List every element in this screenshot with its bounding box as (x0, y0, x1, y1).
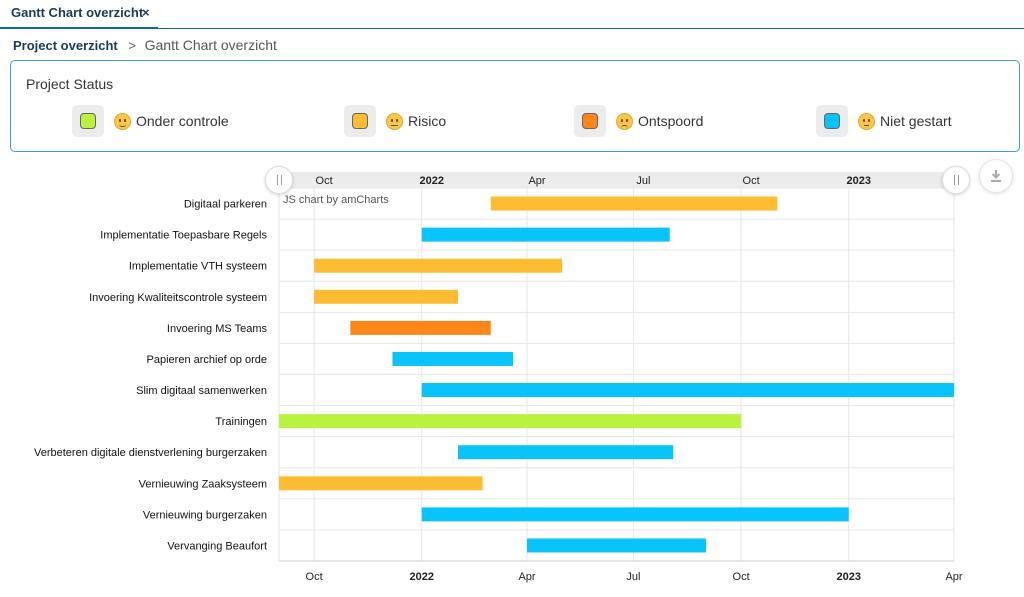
amcharts-credit[interactable]: JS chart by amCharts (283, 194, 389, 206)
task-bar[interactable] (279, 414, 742, 429)
task-label: Verbeteren digitale dienstverlening burg… (34, 447, 267, 459)
task-label: Trainingen (215, 416, 267, 428)
axis-tick-label: 2023 (836, 571, 860, 583)
breadcrumb: Project overzicht > Gantt Chart overzich… (13, 37, 277, 53)
scrollbar-tick-label: Oct (316, 175, 333, 187)
task-bar[interactable] (392, 351, 513, 366)
task-bar[interactable] (421, 507, 849, 522)
task-bars (279, 196, 955, 553)
project-status-panel: Project Status Onder controle Risico Ont… (10, 60, 1020, 152)
task-bar[interactable] (279, 476, 483, 491)
status-label: Ontspoord (638, 113, 704, 129)
date-axis: Oct Oct 2022 2022 Apr Apr Jul Jul Oct Oct 2023 2023… (306, 175, 963, 583)
status-label: Risico (408, 113, 447, 129)
download-icon (991, 170, 1001, 182)
task-label: Vernieuwing burgerzaken (143, 509, 267, 521)
gantt-chart-svg: Digitaal parkeren Implementatie Toepasbar… (34, 172, 963, 583)
task-label: Vernieuwing Zaaksysteem (139, 478, 267, 490)
gantt-chart: Digitaal parkeren Implementatie Toepasbar… (0, 160, 1024, 597)
task-label: Slim digitaal samenwerken (136, 385, 267, 397)
scrollbar-track[interactable] (279, 172, 954, 188)
status-swatch-box (344, 105, 376, 137)
tab-bar: Gantt Chart overzicht × (0, 0, 1024, 29)
task-bar[interactable] (421, 227, 670, 242)
breadcrumb-root-link[interactable]: Project overzicht (13, 38, 118, 53)
breadcrumb-current: Gantt Chart overzicht (144, 37, 277, 53)
axis-tick-label: Oct (733, 571, 750, 583)
task-label: Digitaal parkeren (184, 199, 267, 211)
scrollbar-tick-label: Apr (528, 175, 545, 187)
thinking-face-icon (858, 112, 875, 130)
task-bar[interactable] (314, 289, 458, 304)
axis-tick-label: 2022 (409, 571, 433, 583)
task-bar[interactable] (527, 538, 706, 553)
status-legend-onder-controle: Onder controle (72, 105, 229, 137)
axis-tick-label: Apr (945, 571, 962, 583)
grid-lines (278, 187, 955, 562)
task-label: Implementatie VTH systeem (129, 261, 267, 273)
status-swatch-box (72, 105, 104, 137)
status-legend-ontspoord: Ontspoord (574, 105, 703, 137)
task-bar[interactable] (350, 320, 491, 335)
status-swatch (582, 113, 598, 129)
status-swatch (352, 113, 368, 129)
scrollbar-tick-label: Oct (743, 175, 760, 187)
status-swatch (80, 113, 96, 129)
task-label: Invoering MS Teams (167, 323, 268, 335)
status-swatch-box (816, 105, 848, 137)
scrollbar-tick-label: 2022 (419, 175, 443, 187)
scrollbar-end-grip[interactable] (942, 166, 970, 194)
download-button[interactable] (979, 159, 1013, 193)
task-bar[interactable] (490, 196, 778, 211)
scrollbar-tick-label: 2023 (846, 175, 870, 187)
slightly-frowning-face-icon (386, 112, 403, 130)
task-labels: Digitaal parkeren Implementatie Toepasbar… (34, 199, 267, 553)
worried-face-icon (616, 112, 633, 130)
task-bar[interactable] (457, 445, 674, 460)
status-label: Niet gestart (880, 113, 952, 129)
tab-label: Gantt Chart overzicht (11, 5, 144, 20)
status-swatch-box (574, 105, 606, 137)
status-legend-niet-gestart: Niet gestart (816, 105, 952, 137)
axis-tick-label: Apr (518, 571, 535, 583)
task-bar[interactable] (421, 383, 955, 398)
scrollbar-start-grip[interactable] (265, 166, 293, 194)
task-bar[interactable] (314, 258, 563, 273)
status-legend-risico: Risico (344, 105, 446, 137)
task-label: Vervanging Beaufort (167, 540, 267, 552)
tab-gantt-chart[interactable]: Gantt Chart overzicht × (0, 0, 158, 29)
scrollbar-tick-label: Jul (636, 175, 650, 187)
slightly-smiling-face-icon (114, 112, 131, 130)
task-label: Papieren archief op orde (147, 354, 267, 366)
close-icon[interactable]: × (142, 5, 150, 20)
project-status-title: Project Status (26, 76, 114, 92)
breadcrumb-separator: > (128, 38, 136, 53)
status-label: Onder controle (136, 113, 229, 129)
task-label: Implementatie Toepasbare Regels (100, 230, 267, 242)
status-swatch (824, 113, 840, 129)
task-label: Invoering Kwaliteitscontrole systeem (89, 292, 267, 304)
axis-tick-label: Oct (306, 571, 323, 583)
axis-tick-label: Jul (626, 571, 640, 583)
